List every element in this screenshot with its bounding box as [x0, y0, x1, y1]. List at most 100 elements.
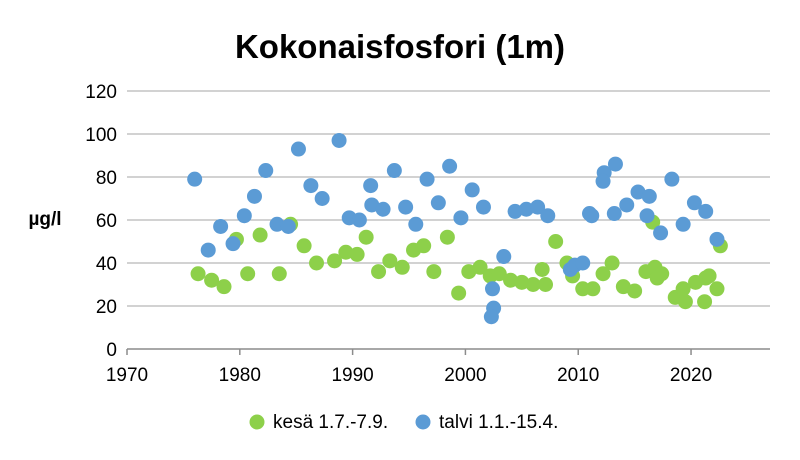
point-kesa [585, 281, 601, 297]
point-kesa [338, 244, 354, 260]
point-kesa [271, 266, 287, 282]
y-tick-label: 100 [85, 125, 117, 146]
point-talvi [375, 201, 391, 217]
point-kesa [240, 266, 256, 282]
legend-label: talvi 1.1.-15.4. [439, 412, 558, 433]
legend-marker [415, 414, 431, 430]
legend-label: kesä 1.7.-7.9. [273, 412, 388, 433]
point-kesa [426, 264, 442, 280]
y-tick-label: 60 [96, 211, 117, 232]
point-talvi [303, 178, 319, 194]
x-tick-label: 1970 [106, 365, 148, 386]
point-talvi [507, 203, 523, 219]
point-talvi [419, 171, 435, 187]
point-talvi [213, 218, 229, 234]
point-kesa [709, 281, 725, 297]
point-talvi [331, 132, 347, 148]
point-kesa [697, 294, 713, 310]
point-talvi [351, 212, 367, 228]
point-kesa [439, 229, 455, 245]
point-kesa [503, 272, 519, 288]
point-talvi [606, 206, 622, 222]
point-talvi [430, 195, 446, 211]
point-talvi [246, 188, 262, 204]
point-kesa [309, 255, 325, 271]
x-tick-labels: 1970 1980 1990 2000 2010 2020 [106, 365, 712, 386]
x-tick-label: 1980 [219, 365, 261, 386]
point-talvi [641, 188, 657, 204]
point-kesa [701, 268, 717, 284]
point-kesa [615, 279, 631, 295]
point-talvi [408, 216, 424, 232]
y-tick-labels: 0 20 40 60 80 100 120 [85, 82, 117, 361]
point-talvi [483, 309, 499, 325]
point-talvi [314, 191, 330, 206]
point-kesa [534, 261, 550, 277]
point-talvi [518, 201, 534, 217]
x-tick-label: 2020 [670, 365, 712, 386]
point-talvi [225, 236, 241, 252]
point-kesa [649, 270, 665, 286]
legend-marker [249, 414, 265, 430]
point-kesa [216, 279, 232, 295]
axes [126, 348, 770, 355]
point-kesa [296, 238, 312, 254]
point-kesa [371, 264, 387, 280]
point-talvi [653, 225, 669, 241]
point-talvi [496, 249, 512, 265]
point-kesa [461, 264, 477, 280]
point-kesa [548, 234, 564, 249]
point-talvi [575, 255, 591, 271]
point-kesa [595, 266, 611, 282]
point-kesa [358, 229, 374, 245]
point-talvi [686, 195, 702, 211]
point-talvi [464, 182, 480, 198]
chart-title: Kokonaisfosfori (1m) [235, 28, 565, 65]
point-talvi [675, 216, 691, 232]
point-talvi [364, 197, 380, 213]
point-kesa [525, 277, 541, 292]
point-kesa [538, 277, 554, 292]
point-kesa [627, 283, 643, 299]
point-talvi [475, 199, 491, 215]
point-talvi [584, 208, 600, 224]
point-talvi [595, 173, 611, 189]
point-talvi [258, 163, 274, 179]
point-kesa [416, 238, 432, 254]
point-kesa [472, 259, 488, 275]
point-talvi [236, 208, 252, 224]
point-talvi [442, 158, 458, 174]
point-kesa [604, 255, 620, 271]
point-talvi [386, 163, 402, 179]
point-kesa [190, 266, 206, 282]
y-tick-label: 0 [106, 340, 117, 361]
point-talvi [530, 199, 546, 215]
y-tick-label: 80 [96, 168, 117, 189]
point-kesa [394, 259, 410, 275]
point-kesa [675, 281, 691, 297]
point-kesa [514, 274, 530, 290]
y-axis-label: µg/l [28, 209, 61, 230]
point-talvi [540, 208, 556, 224]
point-talvi [698, 203, 714, 219]
gridlines [127, 90, 770, 307]
point-talvi [664, 171, 680, 187]
point-kesa [252, 227, 268, 243]
data-points [187, 132, 728, 325]
legend: kesä 1.7.-7.9. talvi 1.1.-15.4. [249, 412, 558, 433]
point-talvi [269, 216, 285, 232]
point-talvi [619, 197, 635, 213]
point-talvi [363, 178, 379, 194]
point-talvi [484, 281, 500, 297]
point-talvi [200, 242, 216, 258]
y-tick-label: 120 [85, 82, 117, 103]
point-talvi [630, 184, 646, 200]
point-kesa [451, 285, 467, 301]
x-tick-label: 2010 [557, 365, 599, 386]
point-kesa [491, 266, 507, 282]
point-kesa [204, 272, 220, 288]
x-tick-label: 2000 [444, 365, 486, 386]
point-kesa [327, 253, 343, 269]
point-talvi [709, 231, 725, 247]
